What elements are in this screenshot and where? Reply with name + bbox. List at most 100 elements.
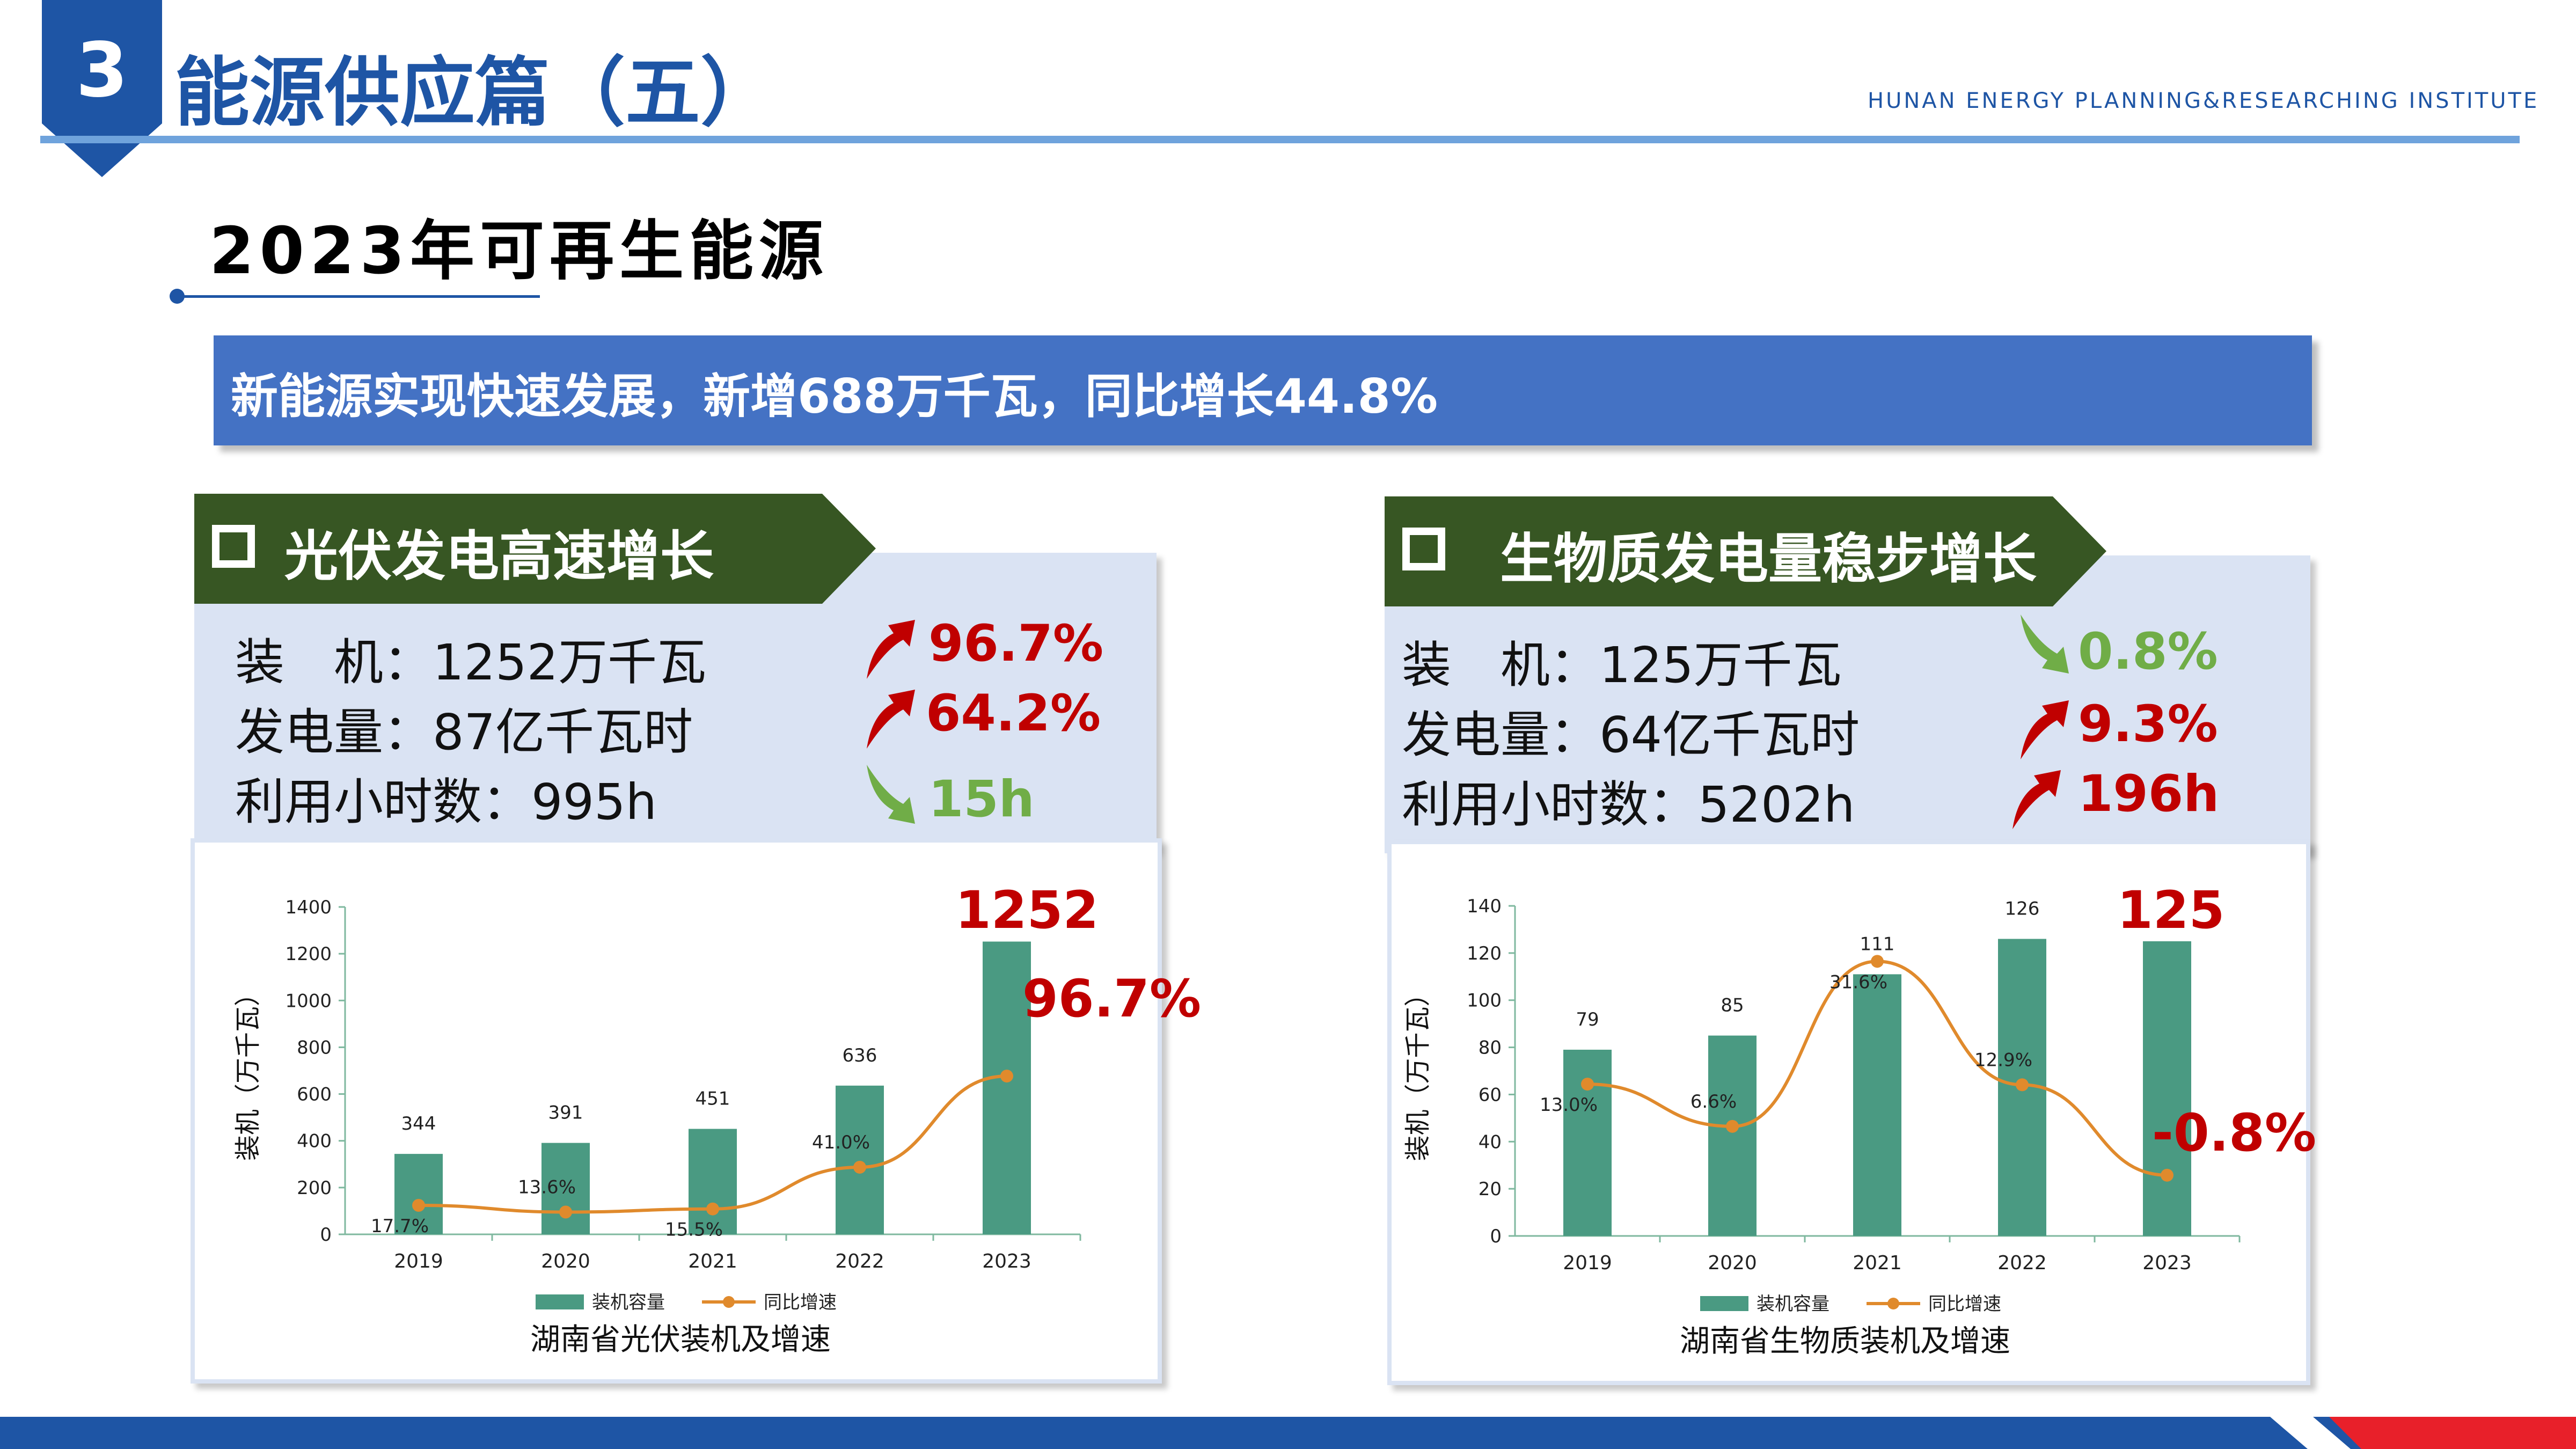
institute-name: HUNAN ENERGY PLANNING&RESEARCHING INSTIT…	[1868, 89, 2540, 113]
bio-growth-label: 6.6%	[1690, 1091, 1737, 1113]
pv-x-tick-label: 2019	[394, 1250, 443, 1272]
bio-bar-label: 79	[1576, 1009, 1599, 1030]
bio-growth-label: 31.6%	[1829, 971, 1887, 993]
bio-highlight-value: 125	[2117, 880, 2225, 940]
pv-bar-label: 391	[548, 1102, 583, 1124]
pv-hours-stat: 利用小时数：995h	[235, 773, 657, 831]
pv-y-tick-label: 400	[297, 1131, 332, 1152]
pv-legend-bar-swatch	[536, 1294, 584, 1309]
pv-growth-label: 15.5%	[665, 1219, 723, 1241]
header-divider	[40, 136, 2520, 143]
bio-tag-text: 生物质发电量稳步增长	[1500, 528, 2037, 590]
bio-bar-label: 126	[2005, 898, 2040, 920]
bio-legend-line-label: 同比增速	[1928, 1293, 2001, 1315]
pv-generation-stat: 发电量：87亿千瓦时	[235, 704, 693, 761]
bio-bar-label: 111	[1860, 933, 1895, 955]
pv-x-tick-label: 2023	[982, 1250, 1031, 1272]
bio-capacity-change: 0.8%	[2078, 623, 2218, 681]
page-title: 能源供应篇（五）	[174, 49, 776, 137]
pv-y-tick-label: 800	[297, 1037, 332, 1058]
pv-capacity-change: 96.7%	[928, 614, 1104, 673]
pv-growth-point	[706, 1202, 719, 1216]
pv-growth-line	[418, 1074, 1007, 1214]
bio-y-tick-label: 60	[1479, 1084, 1502, 1106]
bio-y-tick-label: 40	[1479, 1131, 1502, 1153]
bio-growth-label: 12.9%	[1974, 1049, 2032, 1071]
pv-growth-point	[1000, 1070, 1013, 1083]
pv-growth-point	[853, 1160, 866, 1174]
pv-chart: 0 200 400 600 800 1000 1200 1400 装机（万千瓦） 344 2019 3…	[233, 897, 1081, 1357]
section-underline-dot	[170, 289, 185, 304]
pv-y-tick-label: 1400	[285, 897, 332, 918]
bio-highlight-pct: -0.8%	[2152, 1103, 2317, 1163]
up-arrow-icon	[2021, 700, 2069, 759]
footer-bar	[0, 1417, 2576, 1449]
pv-highlight-pct: 96.7%	[1022, 969, 1202, 1029]
bio-bar	[1563, 1049, 1612, 1236]
up-arrow-icon	[867, 690, 915, 749]
pv-chart-title: 湖南省光伏装机及增速	[530, 1322, 831, 1357]
bio-hours-stat: 利用小时数：5202h	[1402, 776, 1855, 833]
pv-highlight-value: 1252	[955, 880, 1099, 940]
bio-tag-banner	[1385, 496, 2106, 606]
pv-growth-point	[412, 1199, 425, 1212]
bio-y-tick-label: 120	[1467, 943, 1502, 964]
section-badge	[42, 0, 162, 177]
pv-x-tick-label: 2022	[835, 1250, 884, 1272]
footer-logo-shape	[2270, 1417, 2576, 1449]
bio-growth-label: 13.0%	[1540, 1094, 1598, 1116]
bio-y-tick-label: 0	[1490, 1226, 1502, 1247]
up-arrow-icon	[867, 620, 915, 679]
bio-capacity-stat: 装 机：125万千瓦	[1402, 636, 1842, 694]
section-title: 2023年可再生能源	[209, 214, 829, 289]
bio-x-tick-label: 2019	[1563, 1252, 1612, 1274]
pv-bar-label: 636	[843, 1045, 877, 1066]
bio-bar-label: 85	[1721, 995, 1744, 1016]
bio-y-tick-label: 80	[1479, 1037, 1502, 1059]
pv-y-tick-label: 600	[297, 1084, 332, 1106]
bio-chart-title: 湖南省生物质装机及增速	[1680, 1324, 2010, 1359]
pv-growth-label: 17.7%	[371, 1216, 429, 1237]
section-underline	[177, 295, 540, 298]
bio-generation-stat: 发电量：64亿千瓦时	[1402, 706, 1860, 764]
pv-y-tick-label: 1200	[285, 943, 332, 965]
pv-y-axis-label: 装机（万千瓦）	[233, 980, 263, 1161]
bio-x-tick-label: 2022	[1997, 1252, 2047, 1274]
bio-bar	[2143, 941, 2191, 1236]
pv-bar	[836, 1085, 884, 1234]
pv-legend-bar-label: 装机容量	[592, 1292, 665, 1313]
up-arrow-icon	[2012, 770, 2061, 829]
bio-y-axis-label: 装机（万千瓦）	[1403, 980, 1433, 1161]
bio-legend-line-marker	[1887, 1298, 1899, 1309]
bio-x-tick-label: 2021	[1853, 1252, 1902, 1274]
bio-hours-change: 196h	[2078, 765, 2220, 823]
bio-legend-bar-swatch	[1700, 1296, 1748, 1311]
pv-x-tick-label: 2020	[541, 1250, 590, 1272]
bio-growth-point	[1581, 1078, 1594, 1091]
pv-tag-banner	[194, 494, 876, 604]
bio-growth-point	[1871, 955, 1884, 968]
pv-capacity-stat: 装 机：1252万千瓦	[235, 634, 707, 691]
bio-chart: 0 20 40 60 80 100 120 140 装机（万千瓦） 79 2019 85 2020 111…	[1403, 896, 2241, 1359]
bio-x-tick-label: 2023	[2142, 1252, 2192, 1274]
pv-bar	[394, 1154, 443, 1234]
bio-growth-point	[2161, 1168, 2174, 1182]
summary-banner-text: 新能源实现快速发展，新增688万千瓦，同比增长44.8%	[231, 369, 1438, 424]
bio-x-tick-label: 2020	[1708, 1252, 1757, 1274]
section-number: 3	[76, 27, 128, 114]
bio-y-tick-label: 100	[1467, 990, 1502, 1012]
pv-legend-line-marker	[723, 1296, 735, 1308]
pv-hours-change: 15h	[928, 770, 1035, 829]
pv-tag-text: 光伏发电高速增长	[284, 525, 714, 588]
summary-banner	[214, 335, 2312, 445]
pv-x-tick-label: 2021	[688, 1250, 737, 1272]
bio-generation-change: 9.3%	[2078, 695, 2218, 753]
bio-legend-bar-label: 装机容量	[1757, 1293, 1829, 1315]
pv-generation-change: 64.2%	[926, 684, 1101, 743]
pv-growth-label: 41.0%	[812, 1132, 870, 1153]
bio-bar	[1853, 974, 1901, 1236]
down-arrow-icon	[867, 765, 915, 824]
pv-growth-point	[559, 1205, 572, 1219]
bio-growth-point	[1726, 1119, 1739, 1133]
pv-y-tick-label: 1000	[285, 990, 332, 1012]
